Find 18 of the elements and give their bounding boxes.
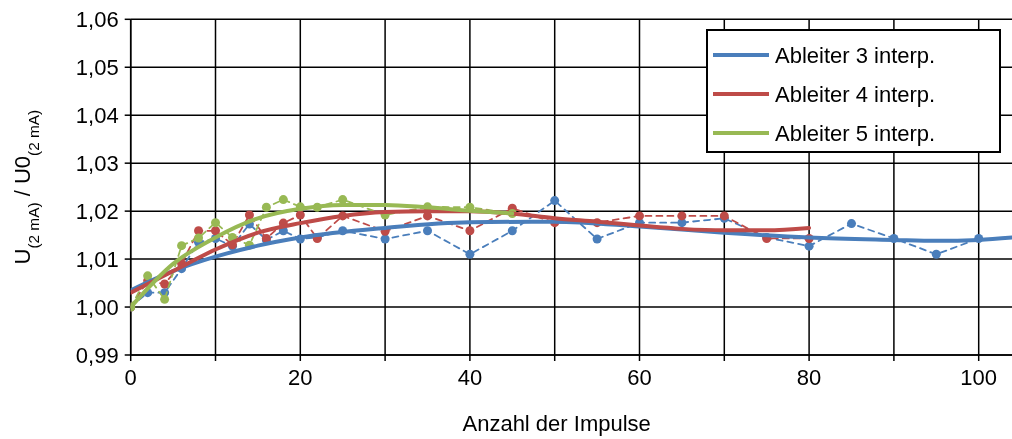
x-tick-label: 0	[124, 365, 137, 390]
legend-label: Ableiter 3 interp.	[775, 43, 936, 68]
x-tick-label: 80	[796, 365, 822, 390]
x-tick-label: 60	[627, 365, 652, 390]
x-tick-label: 40	[457, 365, 483, 390]
x-axis-title: Anzahl der Impulse	[462, 411, 651, 436]
y-tick-label: 1,03	[75, 151, 119, 177]
y-tick-label: 1,06	[75, 7, 119, 33]
y-tick-label: 1,05	[75, 55, 119, 81]
legend-label: Ableiter 5 interp.	[775, 121, 936, 146]
y-tick-label: 1,04	[75, 103, 119, 129]
y-tick-label: 1,01	[75, 247, 119, 273]
y-tick-label: 1,02	[75, 199, 119, 225]
x-tick-label: 100	[960, 365, 998, 390]
y-tick-label: 1,00	[75, 295, 119, 321]
y-tick-label: 0,99	[75, 343, 119, 368]
x-tick-label: 20	[288, 365, 313, 390]
legend-label: Ableiter 4 interp.	[775, 82, 936, 107]
